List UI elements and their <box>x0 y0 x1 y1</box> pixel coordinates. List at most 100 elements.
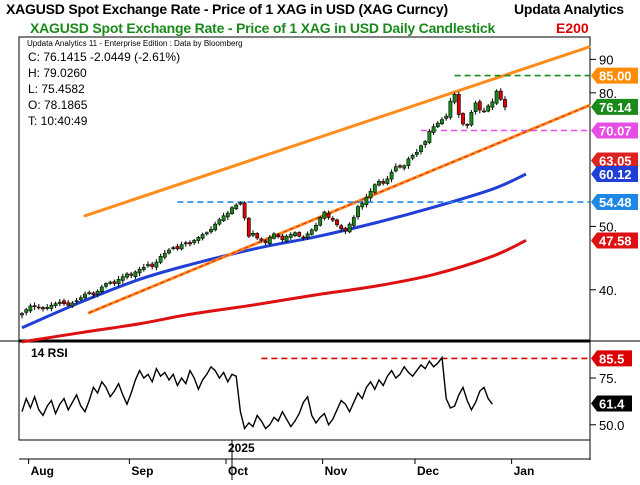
candle <box>288 232 293 241</box>
candle <box>213 221 218 232</box>
rsi-overbought-tag: 85.5 <box>591 350 632 367</box>
candle <box>238 201 243 206</box>
rsi-tag-box <box>591 395 632 412</box>
candle-body <box>402 165 407 169</box>
price-tick-label: 80. <box>599 86 617 101</box>
candle-body <box>314 224 318 231</box>
candle-body <box>53 303 58 306</box>
price-tag-label: 63.05 <box>599 153 632 168</box>
candle-body <box>116 279 121 285</box>
candle <box>83 291 87 300</box>
candle-body <box>91 292 96 296</box>
candle-body <box>242 202 247 219</box>
candle-body <box>431 126 436 133</box>
month-label: Jan <box>514 464 535 478</box>
candle <box>280 234 285 243</box>
candle-body <box>154 261 159 268</box>
candle <box>230 206 234 215</box>
candle <box>221 212 226 223</box>
candle-body <box>36 306 41 309</box>
candle <box>255 232 260 240</box>
candle <box>419 144 423 155</box>
price-tag-box <box>591 152 638 169</box>
candle <box>423 140 428 148</box>
candle-body <box>179 244 184 250</box>
candle <box>24 307 29 316</box>
candle-body <box>108 281 113 284</box>
candle <box>158 253 163 265</box>
candle-body <box>20 313 24 316</box>
candle-body <box>448 100 453 118</box>
rsi-last-tag: 61.4 <box>591 395 632 412</box>
candle-body <box>293 232 297 236</box>
candle-body <box>284 235 289 242</box>
candle <box>120 273 125 284</box>
candle-body <box>347 223 352 233</box>
candle <box>99 284 104 294</box>
candle <box>393 163 398 173</box>
candle <box>87 290 92 295</box>
candle <box>284 234 289 243</box>
candle-body <box>87 292 92 294</box>
candle-body <box>461 113 465 125</box>
price-tag-label: 70.07 <box>599 123 632 138</box>
candle <box>318 215 323 227</box>
candle <box>112 279 117 286</box>
candle-body <box>398 165 402 168</box>
candle <box>385 175 390 186</box>
candle-body <box>335 219 339 226</box>
candle <box>444 113 449 121</box>
candle-body <box>423 141 428 145</box>
candle <box>246 216 251 238</box>
candle-body <box>200 234 205 239</box>
candle-body <box>276 234 281 238</box>
candle-body <box>192 240 197 244</box>
price-panel-frame <box>18 36 591 341</box>
month-label: Sep <box>131 464 153 478</box>
candle <box>456 91 461 118</box>
candle-body <box>301 236 306 239</box>
price-tag-box <box>591 194 638 211</box>
candle-body <box>175 246 180 250</box>
candle-body <box>66 302 71 306</box>
rsi-panel-frame <box>18 341 591 441</box>
candle-body <box>49 304 54 309</box>
candle-body <box>120 276 125 281</box>
candle-body <box>83 293 87 299</box>
candle <box>498 88 503 101</box>
candle <box>360 201 365 210</box>
candle <box>276 233 281 239</box>
candle <box>183 241 188 247</box>
candle <box>494 89 499 106</box>
rsi-tag-label: 61.4 <box>599 396 625 411</box>
candle-body <box>427 130 432 143</box>
candle <box>381 178 386 186</box>
candle <box>188 240 192 247</box>
candle-body <box>351 217 356 226</box>
candle-body <box>494 90 499 104</box>
price-tag: 76.14 <box>591 98 638 115</box>
candle-body <box>482 110 486 113</box>
candle <box>36 304 41 310</box>
price-tag: 54.48 <box>591 194 638 211</box>
candle-body <box>297 232 302 237</box>
candle-body <box>209 228 213 233</box>
price-tag-box <box>591 122 638 139</box>
candle <box>486 103 491 113</box>
candle <box>95 289 100 298</box>
candle-body <box>444 115 449 119</box>
candle-body <box>62 300 66 304</box>
rsi-tag-box <box>591 350 632 367</box>
candle-body <box>318 217 323 226</box>
candle <box>150 261 155 270</box>
candle <box>175 243 180 251</box>
candle-body <box>414 151 419 155</box>
candle-body <box>419 145 423 152</box>
candle <box>104 282 108 289</box>
candle <box>70 301 75 308</box>
candle <box>20 312 24 319</box>
candle <box>448 97 453 120</box>
candle-body <box>368 190 373 199</box>
